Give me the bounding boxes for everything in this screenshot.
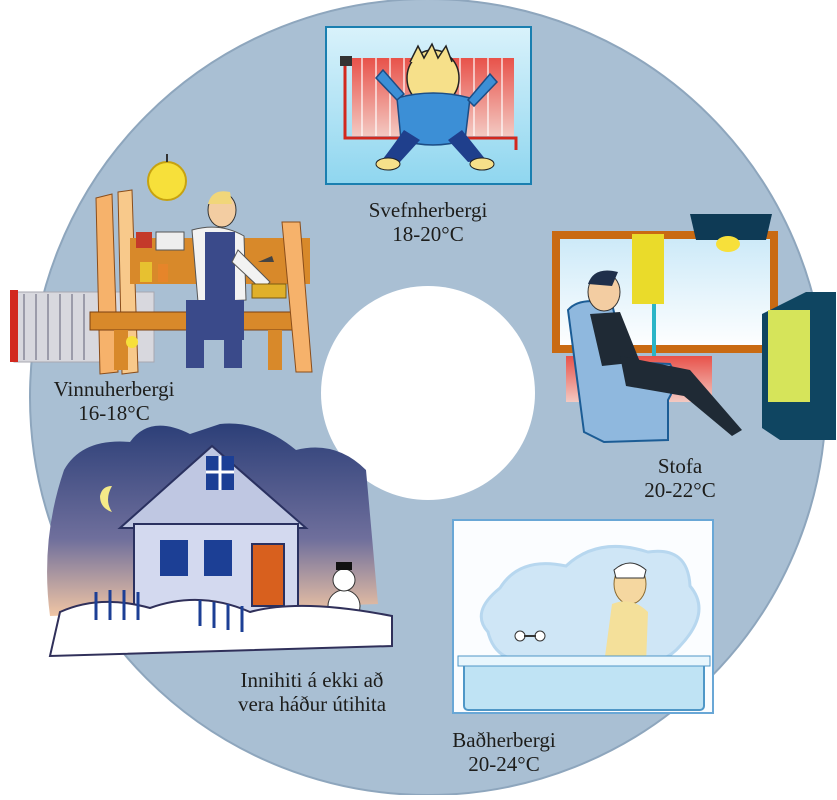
carpenter-at-workbench-illustration bbox=[10, 154, 313, 375]
bedroom-temp: 18-20°C bbox=[392, 222, 464, 246]
baby-by-radiator-illustration bbox=[325, 26, 532, 185]
living-name: Stofa bbox=[657, 454, 703, 478]
bedroom-label: Svefnherbergi 18-20°C bbox=[336, 198, 520, 246]
living-temp: 20-22°C bbox=[644, 478, 716, 502]
person-in-bathtub-illustration bbox=[452, 519, 714, 714]
bathroom-temp: 20-24°C bbox=[468, 752, 540, 776]
house-line1: Innihiti á ekki að bbox=[240, 668, 384, 692]
house-label: Innihiti á ekki að vera háður útihita bbox=[196, 668, 428, 716]
bedroom-name: Svefnherbergi bbox=[368, 198, 488, 222]
workroom-name: Vinnuherbergi bbox=[53, 377, 175, 401]
center-hole bbox=[321, 286, 535, 500]
bathroom-name: Baðherbergi bbox=[452, 728, 556, 752]
house-line2: vera háður útihita bbox=[237, 692, 387, 716]
snowy-house-at-night-illustration bbox=[47, 423, 393, 658]
person-in-armchair-watching-tv-illustration bbox=[552, 214, 836, 444]
workroom-temp: 16-18°C bbox=[78, 401, 150, 425]
bathroom-label: Baðherbergi 20-24°C bbox=[424, 728, 584, 776]
living-label: Stofa 20-22°C bbox=[620, 454, 740, 502]
workroom-label: Vinnuherbergi 16-18°C bbox=[24, 377, 204, 425]
